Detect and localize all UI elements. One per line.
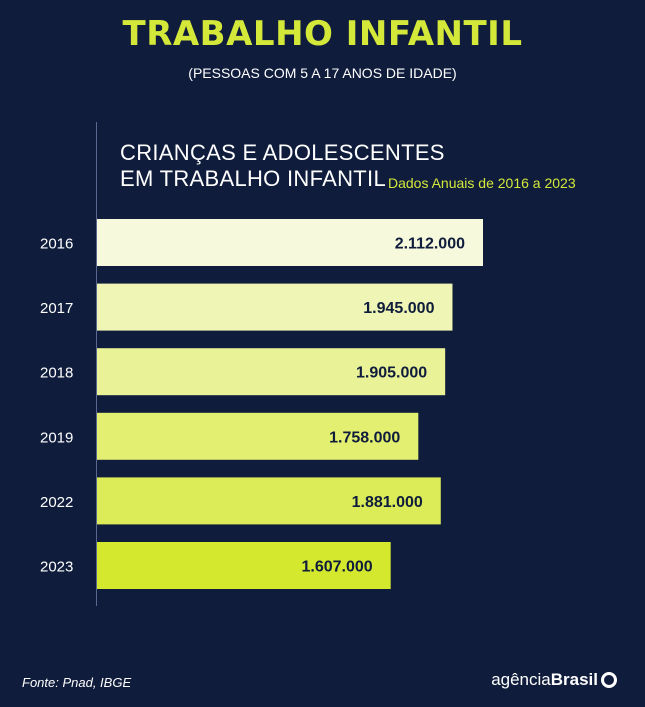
bar-value-label-2019: 1.758.000: [329, 429, 400, 446]
bar-value-label-2023: 1.607.000: [302, 559, 373, 576]
page-subtitle: (PESSOAS COM 5 A 17 ANOS DE IDADE): [188, 65, 457, 81]
logo-circle-icon: [601, 672, 617, 688]
bar-2019: [97, 412, 419, 460]
bar-2022: [97, 477, 441, 525]
y-tick-label-2017: 2017: [40, 300, 73, 317]
agencia-brasil-logo: agência Brasil: [491, 670, 617, 690]
chart-note: Dados Anuais de 2016 a 2023: [388, 175, 576, 191]
y-axis-line: [96, 122, 97, 606]
y-tick-label-2016: 2016: [40, 236, 73, 253]
source-note: Fonte: Pnad, IBGE: [22, 675, 132, 690]
bar-2023: [97, 542, 391, 589]
bar-value-label-2018: 1.905.000: [356, 365, 427, 382]
y-tick-label-2022: 2022: [40, 494, 73, 511]
y-tick-label-2023: 2023: [40, 559, 73, 576]
bar-2018: [97, 348, 446, 396]
bar-value-label-2016: 2.112.000: [395, 236, 465, 253]
bar-2017: [97, 283, 453, 331]
logo-text-light: agência: [491, 670, 551, 689]
y-tick-label-2019: 2019: [40, 429, 73, 446]
bar-value-label-2017: 1.945.000: [363, 300, 434, 317]
chart-heading: CRIANÇAS E ADOLESCENTES EM TRABALHO INFA…: [120, 140, 445, 192]
logo-text-bold: Brasil: [550, 670, 598, 689]
y-tick-label-2018: 2018: [40, 365, 73, 382]
bar-value-label-2022: 1.881.000: [352, 494, 423, 511]
chart-heading-line2: EM TRABALHO INFANTIL: [120, 166, 386, 191]
page-title: TRABALHO INFANTIL: [122, 14, 523, 54]
chart-heading-line1: CRIANÇAS E ADOLESCENTES: [120, 140, 445, 165]
bar-2016: [97, 219, 483, 266]
